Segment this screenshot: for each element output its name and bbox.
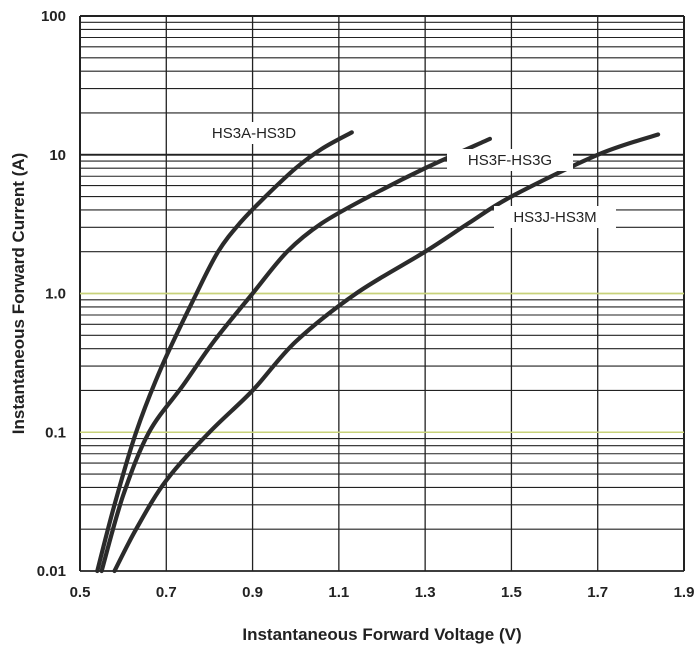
x-tick-label: 1.3 [415, 584, 436, 601]
x-tick-label: 1.9 [674, 584, 694, 601]
x-tick-label: 0.5 [70, 584, 91, 601]
curves [95, 130, 661, 574]
y-tick-label: 10 [49, 147, 66, 164]
y-tick-label: 100 [41, 8, 66, 25]
grid [79, 15, 685, 572]
series-line [95, 130, 354, 574]
series-label-backdrop [193, 122, 315, 144]
x-tick-label: 0.9 [242, 584, 263, 601]
tick-labels: 0.5 0.7 0.9 1.1 1.3 1.5 1.7 1.9 0.01 0.1 1.0 10 100 [37, 8, 694, 601]
series-label: HS3F-HS3G [468, 152, 552, 169]
series-label-backdrop [447, 149, 573, 171]
y-tick-label: 0.01 [37, 563, 66, 580]
x-tick-label: 1.7 [587, 584, 608, 601]
series-label: HS3A-HS3D [212, 125, 296, 142]
y-axis-title: Instantaneous Forward Current (A) [9, 153, 28, 434]
series-label-backdrop [494, 206, 616, 228]
x-axis-title: Instantaneous Forward Voltage (V) [242, 625, 521, 644]
series-labels: HS3A-HS3D HS3F-HS3G HS3J-HS3M [193, 122, 616, 228]
y-tick-label: 1.0 [45, 286, 66, 303]
x-tick-label: 0.7 [156, 584, 177, 601]
y-tick-label: 0.1 [45, 424, 66, 441]
x-tick-label: 1.1 [328, 584, 349, 601]
x-tick-label: 1.5 [501, 584, 522, 601]
series-line [112, 132, 661, 574]
series-line [99, 136, 492, 574]
series-label: HS3J-HS3M [513, 209, 596, 226]
